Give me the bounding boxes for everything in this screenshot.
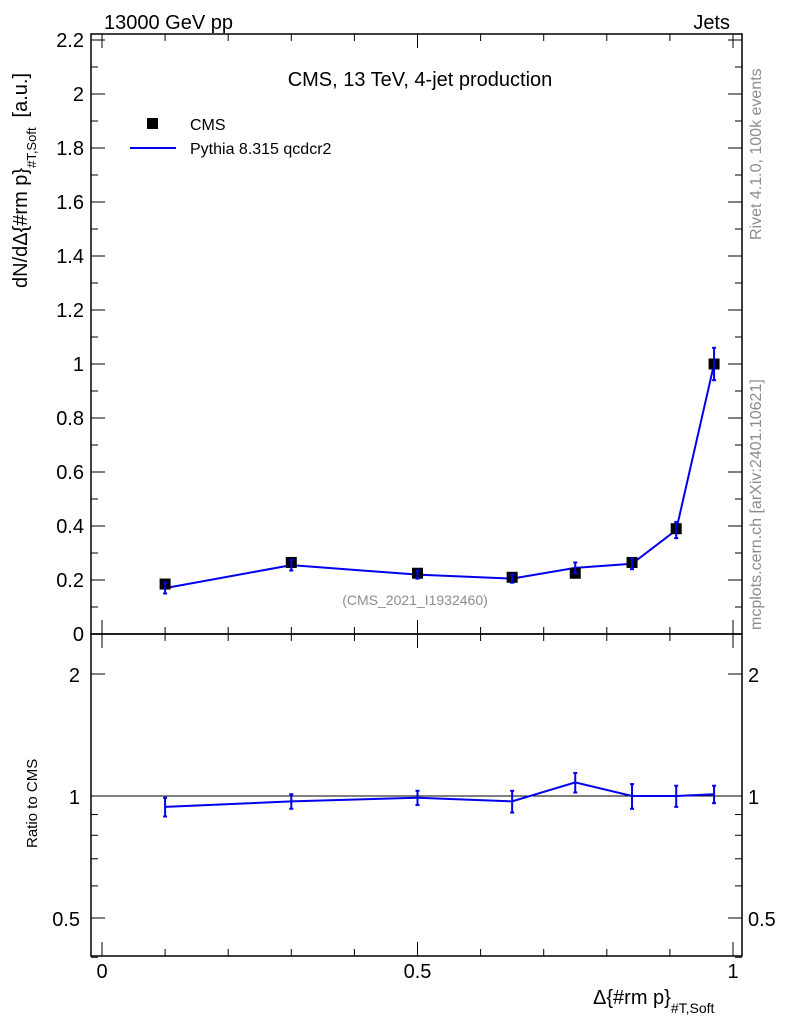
- y-axis-label-main-sub: #T,Soft: [24, 127, 39, 168]
- main-panel-frame: [90, 33, 743, 635]
- y-axis-label-main: dN/dΔ{#rm p}#T,Soft [a.u.]: [10, 73, 39, 288]
- ratio-panel-frame: [90, 633, 743, 957]
- ratio-plot-area: [91, 771, 742, 818]
- x-axis-label: Δ{#rm p}#T,Soft: [593, 987, 715, 1016]
- main-y-tick-label: 0.4: [56, 516, 84, 538]
- main-y-tick-label: 1.8: [56, 138, 84, 160]
- main-y-tick-label: 0: [73, 624, 84, 646]
- analysis-id: (CMS_2021_I1932460): [342, 592, 488, 608]
- x-axis-label-sub: #T,Soft: [671, 1000, 715, 1016]
- y-axis-label-main-unit: [a.u.]: [10, 73, 32, 117]
- mc-series-line: [164, 363, 716, 590]
- header-left: 13000 GeV pp: [104, 12, 233, 34]
- chart-title: CMS, 13 TeV, 4-jet production: [288, 69, 553, 91]
- legend-mc-label: Pythia 8.315 qcdcr2: [190, 141, 332, 158]
- legend-cms-marker: [147, 118, 158, 129]
- y-axis-label-ratio: Ratio to CMS: [24, 759, 41, 848]
- main-y-tick-label: 1: [73, 354, 84, 376]
- x-tick-label: 1: [727, 961, 738, 983]
- x-axis-label-text: Δ{#rm p}: [593, 987, 671, 1009]
- ratio-y-tick-label: 0.5: [52, 909, 80, 931]
- main-y-axis: 0 0.2 0.4 0.6 0.8 1 1.2 1.4 1.6 1.8 2 2.2: [56, 30, 742, 646]
- ratio-y-axis: 0.5 0.5 1 1 2 2: [52, 665, 776, 958]
- x-tick-label: 0: [96, 961, 107, 983]
- ratio-y-tick-label: 2: [69, 665, 80, 687]
- y-axis-label-main-text: dN/dΔ{#rm p}: [10, 168, 32, 288]
- x-tick-label: 0.5: [404, 961, 432, 983]
- main-y-tick-label: 1.2: [56, 300, 84, 322]
- main-y-tick-label: 1.6: [56, 192, 84, 214]
- ratio-y-tick-label: 1: [69, 787, 80, 809]
- x-axis: 0 0.5 1: [96, 34, 739, 983]
- ratio-series-line: [165, 781, 715, 808]
- ratio-y-tick-label-right: 1: [748, 787, 759, 809]
- main-y-tick-label: 0.2: [56, 570, 84, 592]
- main-y-tick-label: 0.8: [56, 408, 84, 430]
- mcplots-label: mcplots.cern.ch [arXiv:2401.10621]: [748, 379, 765, 630]
- main-plot-area: [159, 346, 720, 595]
- header-right: Jets: [693, 12, 730, 34]
- legend-cms-label: CMS: [190, 117, 226, 134]
- ratio-y-tick-label-right: 0.5: [748, 909, 776, 931]
- main-y-tick-label: 2.2: [56, 30, 84, 52]
- main-y-tick-label: 1.4: [56, 246, 84, 268]
- main-y-tick-label: 2: [73, 84, 84, 106]
- main-y-tick-label: 0.6: [56, 462, 84, 484]
- rivet-label: Rivet 4.1.0, 100k events: [748, 68, 765, 240]
- ratio-y-tick-label-right: 2: [748, 665, 759, 687]
